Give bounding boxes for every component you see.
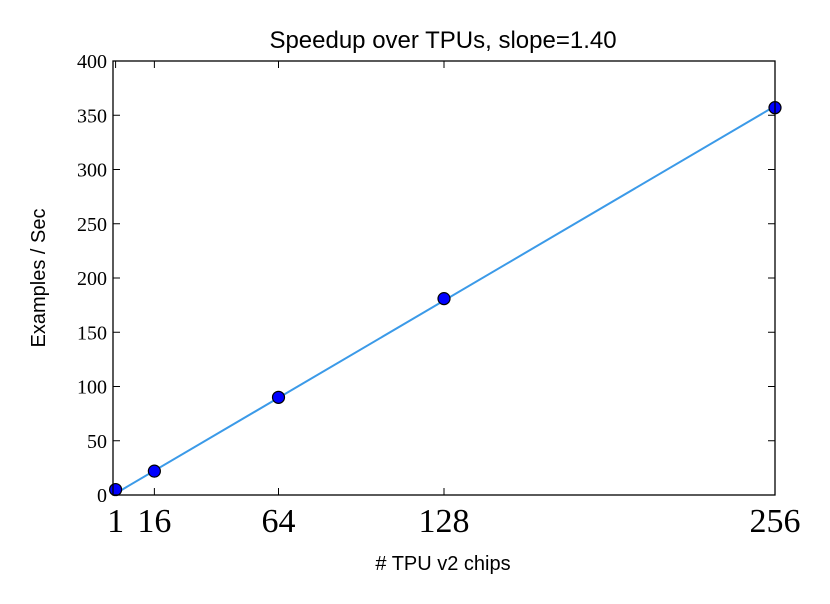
- y-tick-label: 50: [87, 431, 107, 453]
- data-point: [271, 390, 286, 404]
- y-axis: 0 50 100 150 200 250 300 350 400: [77, 51, 775, 507]
- y-tick-label: 250: [77, 214, 107, 236]
- chart-title: Speedup over TPUs, slope=1.40: [269, 27, 616, 54]
- x-axis: 1 16 64 128 256: [107, 61, 801, 540]
- x-tick-label: 16: [137, 503, 171, 540]
- y-tick-label: 150: [77, 322, 107, 344]
- data-point: [147, 464, 161, 478]
- x-tick-label: 128: [419, 503, 470, 540]
- data-point: [437, 292, 451, 306]
- data-point: [108, 482, 123, 497]
- plot-frame: [112, 60, 776, 496]
- x-tick-label: 1: [107, 503, 124, 540]
- y-tick-label: 350: [77, 105, 107, 127]
- x-tick-label: 256: [750, 503, 801, 540]
- y-axis-label: Examples / Sec: [28, 209, 50, 348]
- y-tick-label: 0: [97, 485, 107, 507]
- y-tick-label: 400: [77, 51, 107, 73]
- y-tick-label: 100: [77, 377, 107, 399]
- x-tick-label: 64: [262, 503, 296, 540]
- y-tick-label: 300: [77, 160, 107, 182]
- x-axis-label: # TPU v2 chips: [375, 553, 510, 575]
- y-tick-label: 200: [77, 268, 107, 290]
